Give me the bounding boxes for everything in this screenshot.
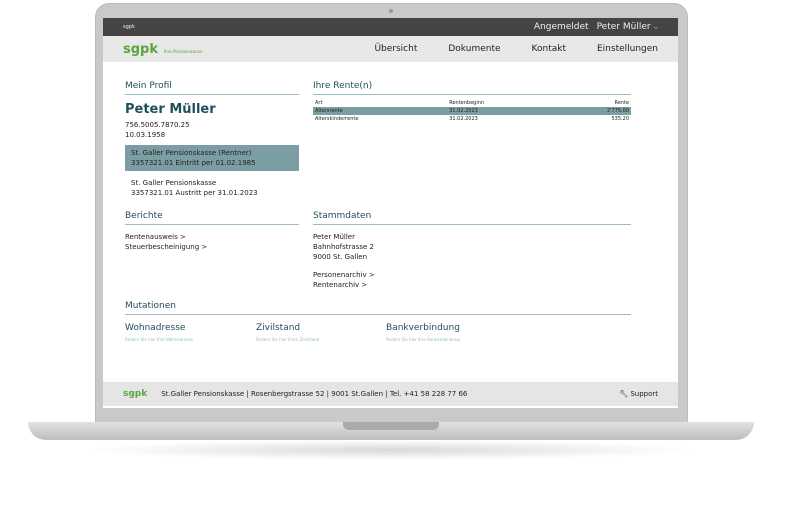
mutation-wohnadresse[interactable]: Wohnadresse Ändern Sie hier Ihre Wohnadre…	[125, 323, 193, 342]
profile-section: Mein Profil Peter Müller 756.5005.7870.2…	[125, 81, 299, 201]
screen: sgpk Angemeldet Peter Müller ⌵ sgpk Ihre…	[103, 18, 678, 408]
nav-einstellungen[interactable]: Einstellungen	[596, 44, 658, 54]
logged-in-label: Angemeldet	[533, 22, 589, 32]
nav-kontakt[interactable]: Kontakt	[531, 44, 566, 54]
tagline: Ihre Pensionskasse.	[164, 48, 204, 54]
mutation-bankverbindung[interactable]: Bankverbindung Ändern Sie hier Ihre Bankv…	[386, 323, 460, 342]
link-steuerbescheinigung[interactable]: Steuerbescheinigung >	[125, 243, 208, 251]
mutations-section: Mutationen Wohnadresse Ändern Sie hier Ih…	[125, 301, 631, 342]
link-rentenausweis[interactable]: Rentenausweis >	[125, 233, 186, 241]
pensions-table: Art Rentenbeginn Rente Altersrente 31.02.20…	[313, 99, 631, 123]
reports-title: Berichte	[125, 211, 299, 225]
footer-logo: sgpk	[123, 389, 148, 399]
wrench-icon: 🔧︎	[619, 390, 629, 398]
address-city: 9000 St. Gallen	[313, 253, 368, 261]
link-personenarchiv[interactable]: Personenarchiv >	[313, 271, 375, 279]
top-bar: sgpk Angemeldet Peter Müller ⌵	[103, 18, 678, 36]
pensions-section: Ihre Rente(n) Art Rentenbeginn Rente Alter…	[313, 81, 631, 123]
footer: sgpk St.Galler Pensionskasse | Rosenberg…	[103, 382, 678, 406]
support-link[interactable]: 🔧︎ Support	[619, 390, 658, 398]
master-data-section: Stammdaten Peter Müller Bahnhofstrasse 2…	[313, 211, 631, 290]
top-brand: sgpk	[123, 24, 135, 30]
membership-active[interactable]: St. Galler Pensionskasse (Rentner) 335732…	[125, 145, 299, 171]
address-street: Bahnhofstrasse 2	[313, 243, 374, 251]
membership-past[interactable]: St. Galler Pensionskasse 3357321.01 Austr…	[131, 179, 258, 197]
main-nav: sgpk Ihre Pensionskasse. Übersicht Dokum…	[103, 36, 678, 62]
table-header: Art Rentenbeginn Rente	[315, 100, 629, 106]
nav-dokumente[interactable]: Dokumente	[448, 44, 501, 54]
ahv-number: 756.5005.7870.25	[125, 121, 190, 129]
chevron-down-icon: ⌵	[653, 24, 658, 31]
birthdate: 10.03.1958	[125, 131, 166, 139]
reports-section: Berichte Rentenausweis > Steuerbescheini…	[125, 211, 299, 252]
user-menu[interactable]: Peter Müller ⌵	[596, 22, 658, 32]
laptop-notch	[343, 422, 439, 430]
logo[interactable]: sgpk	[123, 41, 158, 57]
laptop-base	[28, 422, 754, 440]
master-title: Stammdaten	[313, 211, 631, 225]
camera	[389, 9, 393, 13]
table-row[interactable]: Alterskinderrente 31.02.2023 535.20	[315, 116, 629, 122]
profile-title: Mein Profil	[125, 81, 299, 95]
laptop-shadow	[80, 440, 700, 460]
footer-address: St.Galler Pensionskasse | Rosenbergstras…	[161, 390, 468, 398]
pensions-title: Ihre Rente(n)	[313, 81, 631, 95]
address-name: Peter Müller	[313, 233, 355, 241]
table-row[interactable]: Altersrente 31.02.2023 2'775.00	[313, 107, 631, 115]
nav-uebersicht[interactable]: Übersicht	[374, 44, 418, 54]
profile-name: Peter Müller	[125, 102, 216, 117]
mutation-zivilstand[interactable]: Zivilstand Ändern Sie hier Ihren Zivilsta…	[256, 323, 320, 342]
mutations-title: Mutationen	[125, 301, 631, 315]
link-rentenarchiv[interactable]: Rentenarchiv >	[313, 281, 368, 289]
